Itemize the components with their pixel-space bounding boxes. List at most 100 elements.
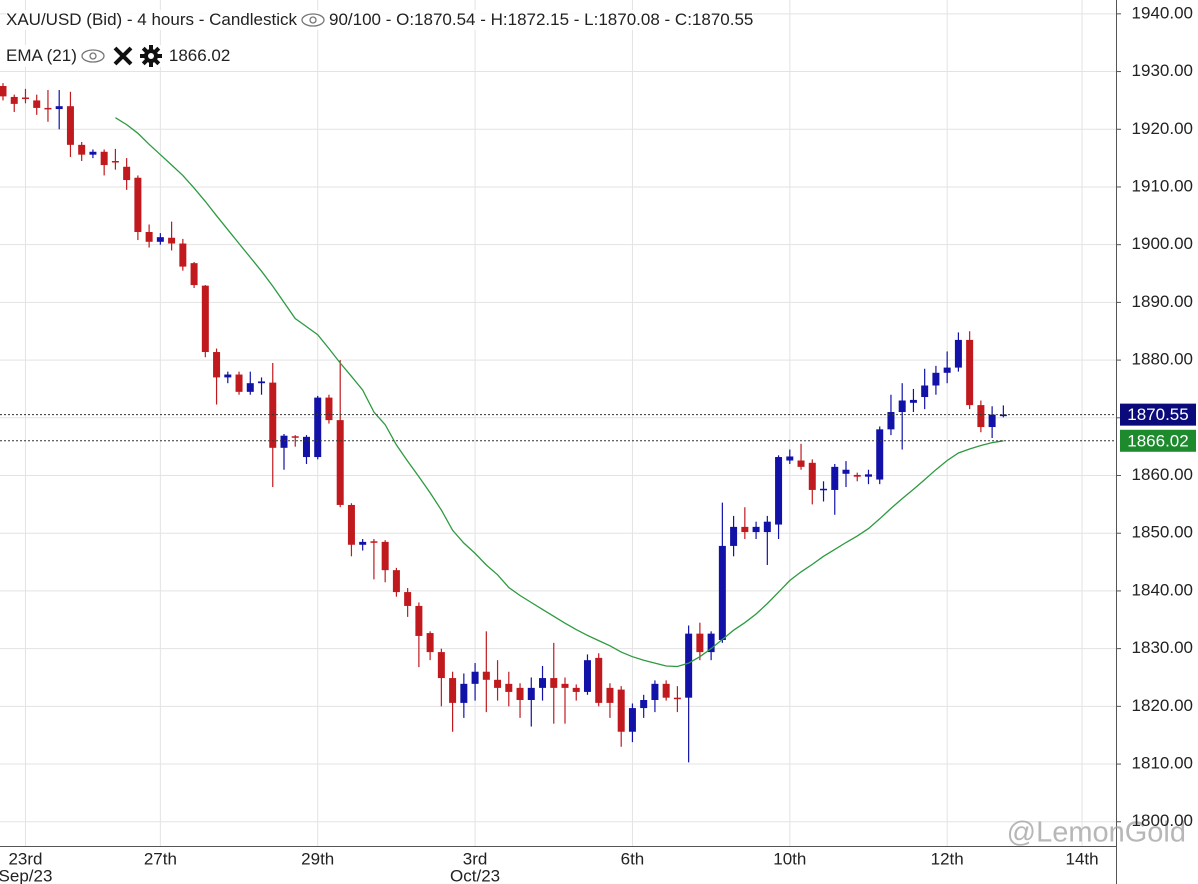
price-marker-label: 1866.02 (1127, 431, 1188, 450)
candle-body (134, 177, 142, 232)
candle-body (269, 382, 277, 448)
candle-body (201, 285, 209, 353)
candle-body (673, 697, 681, 700)
candle-body (775, 457, 783, 525)
candle-body (786, 456, 794, 461)
candle-body (808, 462, 816, 490)
candle-body (213, 352, 221, 378)
remove-icon[interactable] (112, 45, 134, 67)
y-tick-label: 1830.00 (1132, 638, 1193, 657)
candle-body (909, 399, 917, 403)
y-tick-label: 1800.00 (1132, 811, 1193, 830)
y-tick-label: 1940.00 (1132, 3, 1193, 22)
candle-body (33, 100, 41, 108)
chart-title: XAU/USD (Bid) - 4 hours - Candlestick (6, 10, 297, 29)
candle-body (887, 412, 895, 430)
y-tick-label: 1860.00 (1132, 465, 1193, 484)
y-tick-label: 1820.00 (1132, 696, 1193, 715)
header-separator: - (569, 10, 585, 29)
candle-body (482, 671, 490, 680)
candle-body (831, 466, 839, 490)
x-tick-label: 12th (931, 849, 964, 868)
candle-body (730, 526, 738, 546)
candle-body (550, 678, 558, 688)
candle-body (954, 339, 962, 368)
candle-body (640, 699, 648, 709)
y-tick-label: 1840.00 (1132, 580, 1193, 599)
x-tick-label: 23rd (8, 849, 42, 868)
ema-line (115, 117, 1004, 668)
candle-body (44, 107, 52, 110)
candle-body (943, 367, 951, 373)
candle-body (752, 526, 760, 533)
plot (0, 83, 1007, 763)
candle-body (921, 385, 929, 398)
candle-body (156, 237, 164, 242)
candle-body (539, 678, 547, 688)
candle-body (224, 374, 232, 378)
y-tick-label: 1890.00 (1132, 292, 1193, 311)
x-tick-label: 14th (1065, 849, 1098, 868)
candle-body (741, 526, 749, 533)
price-marker (1120, 403, 1196, 426)
candle-body (437, 652, 445, 679)
candle-body (336, 420, 344, 505)
candle-body (55, 106, 63, 110)
y-tick-label: 1880.00 (1132, 350, 1193, 369)
candle-body (797, 460, 805, 467)
header-info: H:1872.15 (490, 10, 570, 29)
candle-body (696, 633, 704, 653)
settings-icon[interactable] (139, 45, 162, 67)
candle-body (347, 504, 355, 545)
candle-body (628, 708, 636, 732)
candle-body (606, 687, 614, 703)
indicator-name: EMA (21) (6, 46, 77, 65)
candle-body (66, 106, 74, 145)
indicator-value: 1866.02 (168, 46, 231, 65)
candle-body (460, 683, 468, 703)
y-tick-label: 1900.00 (1132, 234, 1193, 253)
x-tick-label: 10th (773, 849, 806, 868)
x-tick-label: 3rd (463, 849, 488, 868)
candle-body (763, 521, 771, 533)
candle-body (842, 469, 850, 474)
candle-body (932, 372, 940, 386)
candle-body (707, 633, 715, 653)
candle-body (258, 381, 266, 384)
candle-body (617, 689, 625, 732)
candle-body (595, 657, 603, 703)
candle-body (10, 96, 18, 104)
candle-body (246, 383, 254, 392)
header-info: C:1870.55 (674, 10, 754, 29)
candle-body (235, 374, 243, 392)
candle-body (966, 339, 974, 406)
candle-body (505, 683, 513, 692)
candle-body (123, 166, 131, 181)
candle-body (314, 397, 322, 458)
candle-body (291, 436, 299, 438)
candle-body (370, 541, 378, 543)
candle-body (988, 414, 996, 428)
candle-body (21, 97, 29, 100)
candle-body (685, 633, 693, 698)
header-separator: - (380, 10, 397, 29)
candle-body (977, 405, 985, 428)
visibility-icon[interactable] (80, 48, 106, 64)
price-marker-label: 1870.55 (1127, 405, 1188, 424)
y-tick-label: 1810.00 (1132, 754, 1193, 773)
candle-body (853, 474, 861, 477)
header-separator: - (659, 10, 675, 29)
candle-body (876, 429, 884, 480)
y-tick-label: 1850.00 (1132, 523, 1193, 542)
candle-body (572, 687, 580, 692)
y-tick-label: 1930.00 (1132, 61, 1193, 80)
y-tick-label: 1910.00 (1132, 176, 1193, 195)
candle-body (718, 545, 726, 640)
visibility-icon[interactable] (300, 12, 326, 28)
candle-body (415, 605, 423, 636)
candle-body (561, 683, 569, 688)
candle-body (381, 541, 389, 571)
x-tick-sublabel: Oct/23 (450, 866, 500, 884)
